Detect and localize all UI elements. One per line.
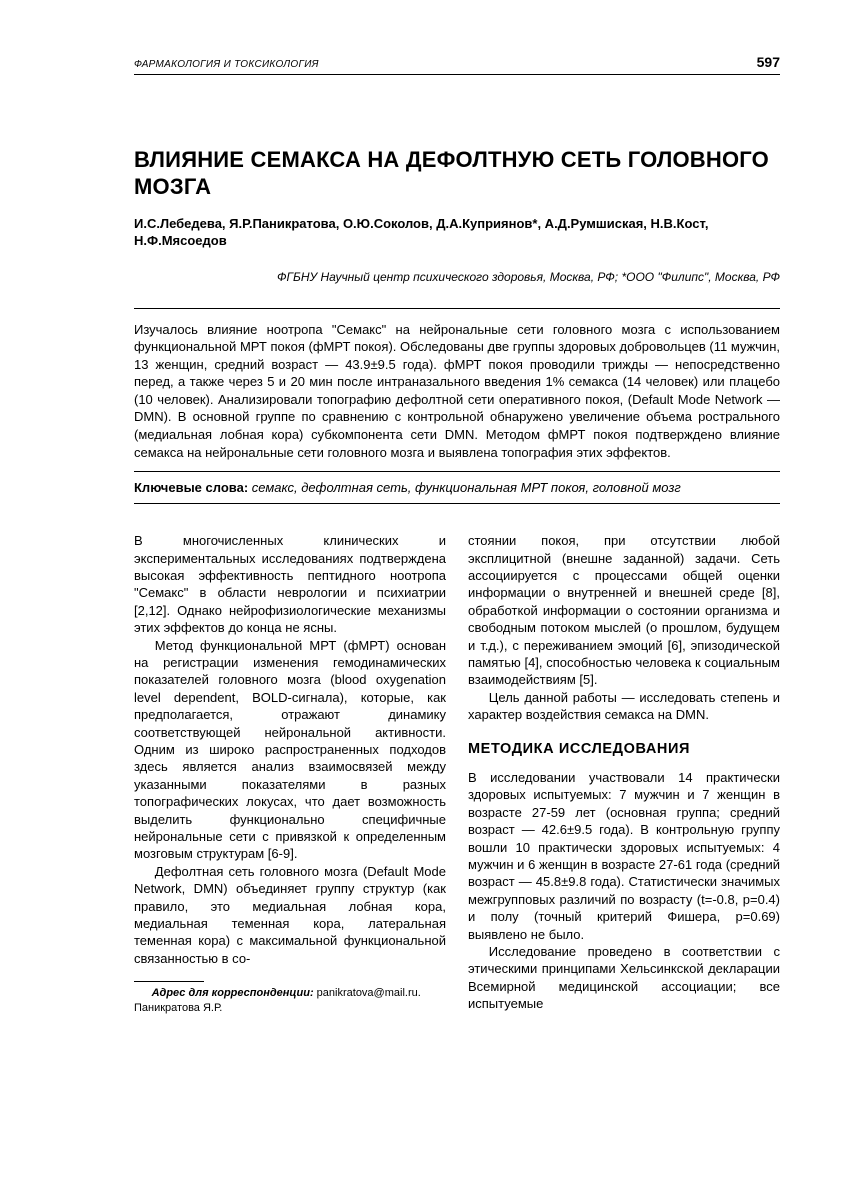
body-paragraph: Дефолтная сеть головного мозга (Default …: [134, 863, 446, 967]
affiliation: ФГБНУ Научный центр психического здоровь…: [134, 270, 780, 284]
section-heading-methods: МЕТОДИКА ИССЛЕДОВАНИЯ: [468, 740, 780, 759]
keywords-label: Ключевые слова:: [134, 480, 248, 495]
body-paragraph: В исследовании участвовали 14 практическ…: [468, 769, 780, 943]
keywords-line: Ключевые слова: семакс, дефолтная сеть, …: [134, 472, 780, 504]
body-paragraph: стоянии покоя, при отсутствии любой эксп…: [468, 532, 780, 689]
page-container: ФАРМАКОЛОГИЯ И ТОКСИКОЛОГИЯ 597 ВЛИЯНИЕ …: [0, 0, 850, 1056]
article-title: ВЛИЯНИЕ СЕМАКСА НА ДЕФОЛТНУЮ СЕТЬ ГОЛОВН…: [134, 147, 780, 201]
footnote-label: Адрес для корреспонденции:: [152, 987, 314, 999]
footnote-rule: [134, 981, 204, 982]
page-number: 597: [757, 54, 780, 70]
body-paragraph: Цель данной работы — исследовать степень…: [468, 689, 780, 724]
body-columns: В многочисленных клинических и экспериме…: [134, 532, 780, 1016]
keywords-text: семакс, дефолтная сеть, функциональная М…: [248, 480, 681, 495]
rubric-text: ФАРМАКОЛОГИЯ И ТОКСИКОЛОГИЯ: [134, 59, 319, 70]
running-header: ФАРМАКОЛОГИЯ И ТОКСИКОЛОГИЯ 597: [134, 54, 780, 75]
body-paragraph: В многочисленных клинических и экспериме…: [134, 532, 446, 636]
body-paragraph: Метод функциональной МРТ (фМРТ) основан …: [134, 637, 446, 863]
body-paragraph: Исследование проведено в соответствии с …: [468, 943, 780, 1013]
correspondence-footnote: Адрес для корреспонденции: panikratova@m…: [134, 986, 446, 1015]
abstract: Изучалось влияние ноотропа "Семакс" на н…: [134, 308, 780, 472]
authors-line: И.С.Лебедева, Я.Р.Паникратова, О.Ю.Сокол…: [134, 215, 780, 250]
